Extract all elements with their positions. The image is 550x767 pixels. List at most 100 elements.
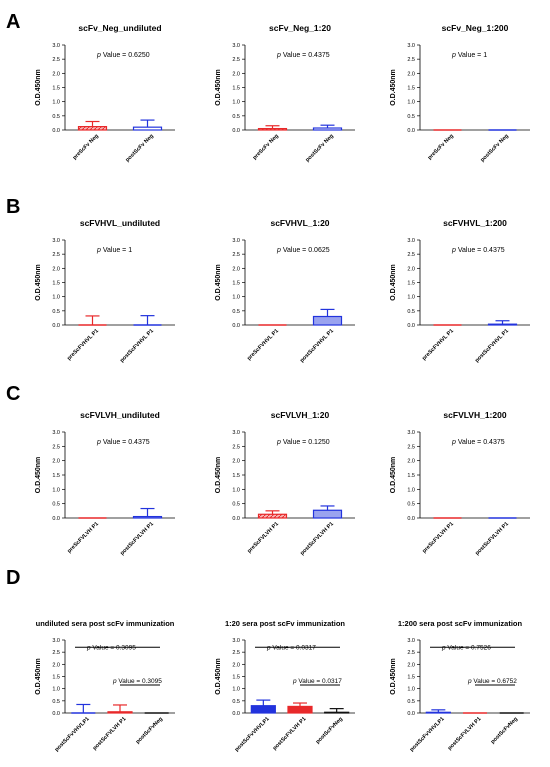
chart-title: scFVLVH_1:20 (271, 410, 330, 420)
p-value-annotation: p Value = 0.0317 (266, 644, 316, 651)
bar (287, 705, 313, 714)
panel-letter-c: C (6, 383, 20, 405)
chart-panel-a-1: scFv_Neg_undiluted 3.0 2.5 2.0 1.5 1.0 0.5 0.0 O… (35, 23, 175, 163)
category-label: preScFVHVL P1 (66, 328, 100, 362)
y-tick-label: 0.0 (232, 128, 240, 134)
y-tick-label: 0.0 (52, 711, 60, 717)
bar (107, 711, 133, 714)
chart-title: scFVHVL_1:200 (443, 218, 507, 228)
chart-title: scFVHVL_undiluted (80, 218, 160, 228)
y-tick-label: 1.0 (52, 687, 60, 693)
y-tick-label: 1.5 (407, 473, 415, 479)
y-tick-label: 3.0 (407, 638, 415, 644)
y-tick-label: 1.0 (407, 487, 415, 493)
y-tick-label: 2.5 (407, 57, 415, 63)
y-axis-label: O.D.450nm (215, 69, 222, 106)
y-tick-label: 2.0 (407, 662, 415, 668)
category-label: postScFVLVH P1 (272, 716, 308, 752)
chart-panel-c-1: scFVLVH_undiluted 3.0 2.5 2.0 1.5 1.0 0.5 0.0 O.… (35, 410, 175, 557)
chart-title: 1:200 sera post scFv immunization (398, 619, 523, 628)
p-value-annotation: p Value = 0.1250 (276, 439, 330, 446)
y-tick-label: 0.0 (407, 516, 415, 522)
y-tick-label: 0.5 (407, 114, 415, 120)
y-tick-label: 0.0 (52, 323, 60, 329)
category-label: postScFv Neg (480, 133, 510, 163)
bar (257, 513, 288, 519)
bar (250, 705, 276, 714)
y-tick-label: 1.0 (232, 295, 240, 301)
y-tick-label: 2.0 (407, 459, 415, 465)
category-label: postScFVLVH P1 (299, 521, 335, 557)
chart-title: scFv_Neg_undiluted (78, 23, 161, 33)
chart-title: scFv_Neg_1:200 (442, 23, 509, 33)
y-axis-label: O.D.450nm (215, 658, 222, 695)
y-tick-label: 0.5 (232, 502, 240, 508)
charts-layer: scFv_Neg_undiluted 3.0 2.5 2.0 1.5 1.0 0.5 0.0 O… (35, 23, 530, 753)
category-label: postScFv Neg (125, 133, 155, 163)
category-label: preScFVLVH P1 (67, 521, 100, 554)
chart-panel-b-3: scFVHVL_1:200 3.0 2.5 2.0 1.5 1.0 0.5 0.0 O.D.45… (390, 218, 530, 364)
y-tick-label: 1.0 (232, 100, 240, 106)
category-label: postScFVHVL P1 (119, 328, 155, 364)
y-axis-label: O.D.450nm (35, 69, 42, 106)
chart-panel-d-1: undiluted sera post scFv immunization 3.0… (35, 619, 175, 753)
panel-letter-b: B (6, 196, 20, 218)
y-tick-label: 1.5 (407, 281, 415, 287)
y-tick-label: 1.0 (52, 100, 60, 106)
panel-letter-a: A (6, 11, 20, 33)
y-tick-label: 2.0 (407, 266, 415, 272)
y-tick-label: 3.0 (232, 430, 240, 436)
y-tick-label: 2.5 (232, 252, 240, 258)
y-tick-label: 1.5 (52, 86, 60, 92)
y-axis-label: O.D.450nm (35, 658, 42, 695)
category-label: preScFv Neg (72, 133, 100, 161)
bar (487, 323, 518, 326)
category-label: postScFVLVH P1 (119, 521, 155, 557)
y-tick-label: 1.5 (232, 675, 240, 681)
y-tick-label: 2.0 (232, 71, 240, 77)
y-tick-label: 2.0 (232, 662, 240, 668)
p-value-annotation: p Value = 1 (451, 52, 487, 59)
y-tick-label: 2.5 (52, 252, 60, 258)
y-tick-label: 2.5 (407, 444, 415, 450)
y-tick-label: 2.0 (52, 266, 60, 272)
y-tick-label: 0.5 (232, 699, 240, 705)
y-tick-label: 1.5 (52, 675, 60, 681)
y-tick-label: 1.5 (232, 86, 240, 92)
y-tick-label: 1.5 (52, 473, 60, 479)
y-tick-label: 0.0 (407, 128, 415, 134)
y-tick-label: 3.0 (407, 43, 415, 49)
category-label: postScFVHVL P1 (299, 328, 335, 364)
chart-panel-d-3: 1:200 sera post scFv immunization 3.0 2.5 2… (390, 619, 530, 753)
chart-panel-c-2: scFVLVH_1:20 3.0 2.5 2.0 1.5 1.0 0.5 0.0 O.D.450… (215, 410, 355, 557)
y-tick-label: 1.0 (407, 295, 415, 301)
y-tick-label: 0.0 (407, 323, 415, 329)
y-tick-label: 0.5 (232, 114, 240, 120)
y-tick-label: 1.0 (407, 687, 415, 693)
y-tick-label: 2.5 (232, 650, 240, 656)
category-label: postScFvVHVLP1 (54, 716, 91, 753)
y-tick-label: 0.5 (52, 114, 60, 120)
category-label: postScFvNeg (315, 716, 344, 745)
y-tick-label: 2.5 (52, 650, 60, 656)
bar (425, 711, 451, 714)
y-tick-label: 2.0 (52, 662, 60, 668)
y-tick-label: 3.0 (407, 430, 415, 436)
y-tick-label: 2.5 (407, 650, 415, 656)
chart-title: undiluted sera post scFv immunization (36, 619, 175, 628)
y-axis-label: O.D.450nm (390, 69, 397, 106)
chart-title: 1:20 sera post scFv immunization (225, 619, 345, 628)
chart-title: scFVLVH_undiluted (80, 410, 160, 420)
y-tick-label: 1.5 (407, 675, 415, 681)
chart-panel-d-2: 1:20 sera post scFv immunization 3.0 2.5 2.… (215, 619, 355, 753)
y-tick-label: 3.0 (232, 638, 240, 644)
category-label: postScFvVHVLP1 (234, 716, 271, 753)
y-tick-label: 1.0 (407, 100, 415, 106)
y-axis-label: O.D.450nm (215, 457, 222, 494)
chart-title: scFVHVL_1:20 (270, 218, 329, 228)
bar (312, 127, 343, 131)
y-axis-label: O.D.450nm (390, 658, 397, 695)
category-label: preScFVHVL P1 (246, 328, 280, 362)
category-label: postScFvNeg (135, 716, 164, 745)
